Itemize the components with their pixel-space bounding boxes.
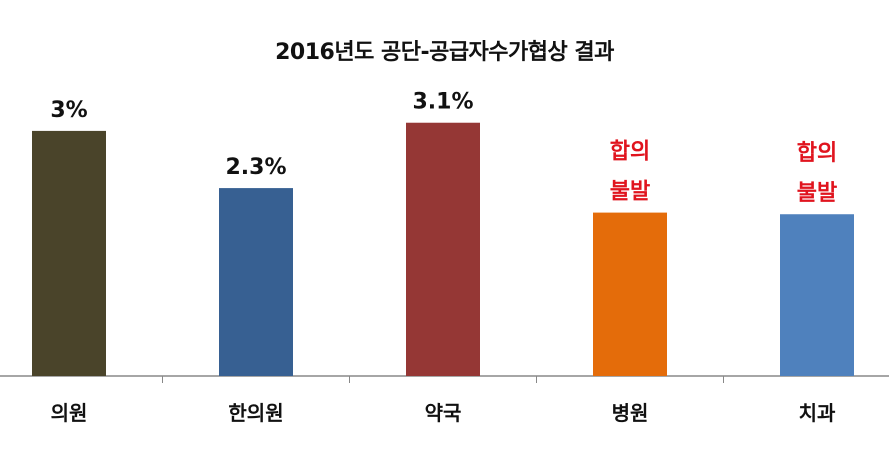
data-label: 3% — [50, 98, 87, 123]
data-label: 합의 불발 — [610, 139, 650, 205]
bar-2 — [219, 188, 293, 376]
data-label: 2.3% — [225, 155, 286, 180]
bar-5 — [780, 214, 854, 376]
data-label: 3.1% — [412, 90, 473, 115]
x-tick-label: 병원 — [612, 401, 649, 425]
x-tick-label: 의원 — [51, 401, 88, 425]
bar-1 — [32, 130, 106, 376]
chart-title: 2016년도 공단-공급자수가협상 결과 — [275, 40, 614, 65]
bar-4 — [593, 212, 667, 376]
x-tick-label: 치과 — [799, 401, 836, 425]
x-tick-label: 약국 — [425, 401, 462, 425]
data-label: 합의 불발 — [797, 140, 837, 206]
bar-3 — [406, 122, 480, 376]
x-tick-label: 한의원 — [228, 401, 283, 425]
